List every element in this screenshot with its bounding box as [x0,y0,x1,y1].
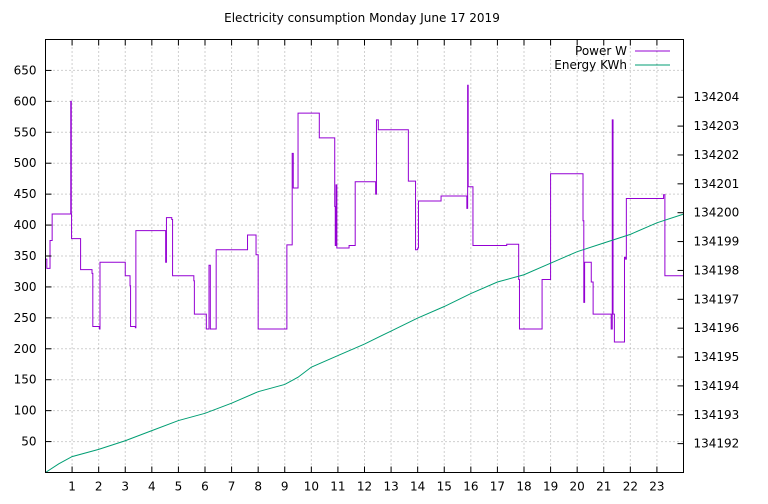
y-tick-label: 50 [21,435,36,449]
legend-label-energy: Energy KWh [554,58,627,72]
y-tick-label: 250 [14,311,37,325]
x-tick-label: 8 [254,480,262,494]
x-tick-label: 4 [148,480,156,494]
x-tick-label: 16 [463,480,478,494]
y-tick-label: 150 [14,373,37,387]
y2-tick-label: 134199 [694,235,740,249]
y2-tick-label: 134197 [694,292,740,306]
y-tick-label: 600 [14,94,37,108]
x-tick-label: 19 [543,480,558,494]
y-tick-label: 100 [14,404,37,418]
axes: 1 2 3 4 5 6 7 8 9 10 11 12 13 14 15 16 17 18 19 20 21 22 23501… [14,39,740,494]
y2-tick-label: 134203 [694,119,740,133]
x-tick-label: 13 [383,480,398,494]
y2-tick-label: 134204 [694,90,740,104]
x-tick-label: 6 [201,480,209,494]
series-layer [45,84,684,473]
x-tick-label: 5 [175,480,183,494]
y-tick-label: 400 [14,218,37,232]
legend: Power W Energy KWh [554,44,670,72]
grid [45,39,684,473]
y2-tick-label: 134196 [694,321,740,335]
y2-tick-label: 134194 [694,379,740,393]
y2-tick-label: 134193 [694,408,740,422]
y2-tick-label: 134200 [694,206,740,220]
series-line-energy [45,213,684,473]
x-tick-label: 23 [649,480,664,494]
x-tick-label: 18 [516,480,531,494]
x-tick-label: 10 [304,480,319,494]
series-line-power [45,84,684,343]
x-tick-label: 17 [490,480,505,494]
x-tick-label: 2 [95,480,103,494]
y-tick-label: 350 [14,249,37,263]
y-tick-label: 200 [14,342,37,356]
x-tick-label: 21 [596,480,611,494]
x-tick-label: 14 [410,480,425,494]
x-tick-label: 22 [623,480,638,494]
y-tick-label: 650 [14,63,37,77]
legend-label-power: Power W [575,44,627,58]
y-tick-label: 550 [14,125,37,139]
x-tick-label: 20 [570,480,585,494]
y2-tick-label: 134192 [694,437,740,451]
x-tick-label: 15 [437,480,452,494]
x-tick-label: 7 [228,480,236,494]
y2-tick-label: 134195 [694,350,740,364]
y2-tick-label: 134202 [694,148,740,162]
y-tick-label: 500 [14,156,37,170]
y2-tick-label: 134201 [694,177,740,191]
x-tick-label: 12 [357,480,372,494]
x-tick-label: 9 [281,480,289,494]
chart-title: Electricity consumption Monday June 17 2… [224,11,500,25]
x-tick-label: 11 [330,480,345,494]
x-tick-label: 1 [68,480,76,494]
y-tick-label: 300 [14,280,37,294]
y-tick-label: 450 [14,187,37,201]
x-tick-label: 3 [121,480,129,494]
y2-tick-label: 134198 [694,263,740,277]
